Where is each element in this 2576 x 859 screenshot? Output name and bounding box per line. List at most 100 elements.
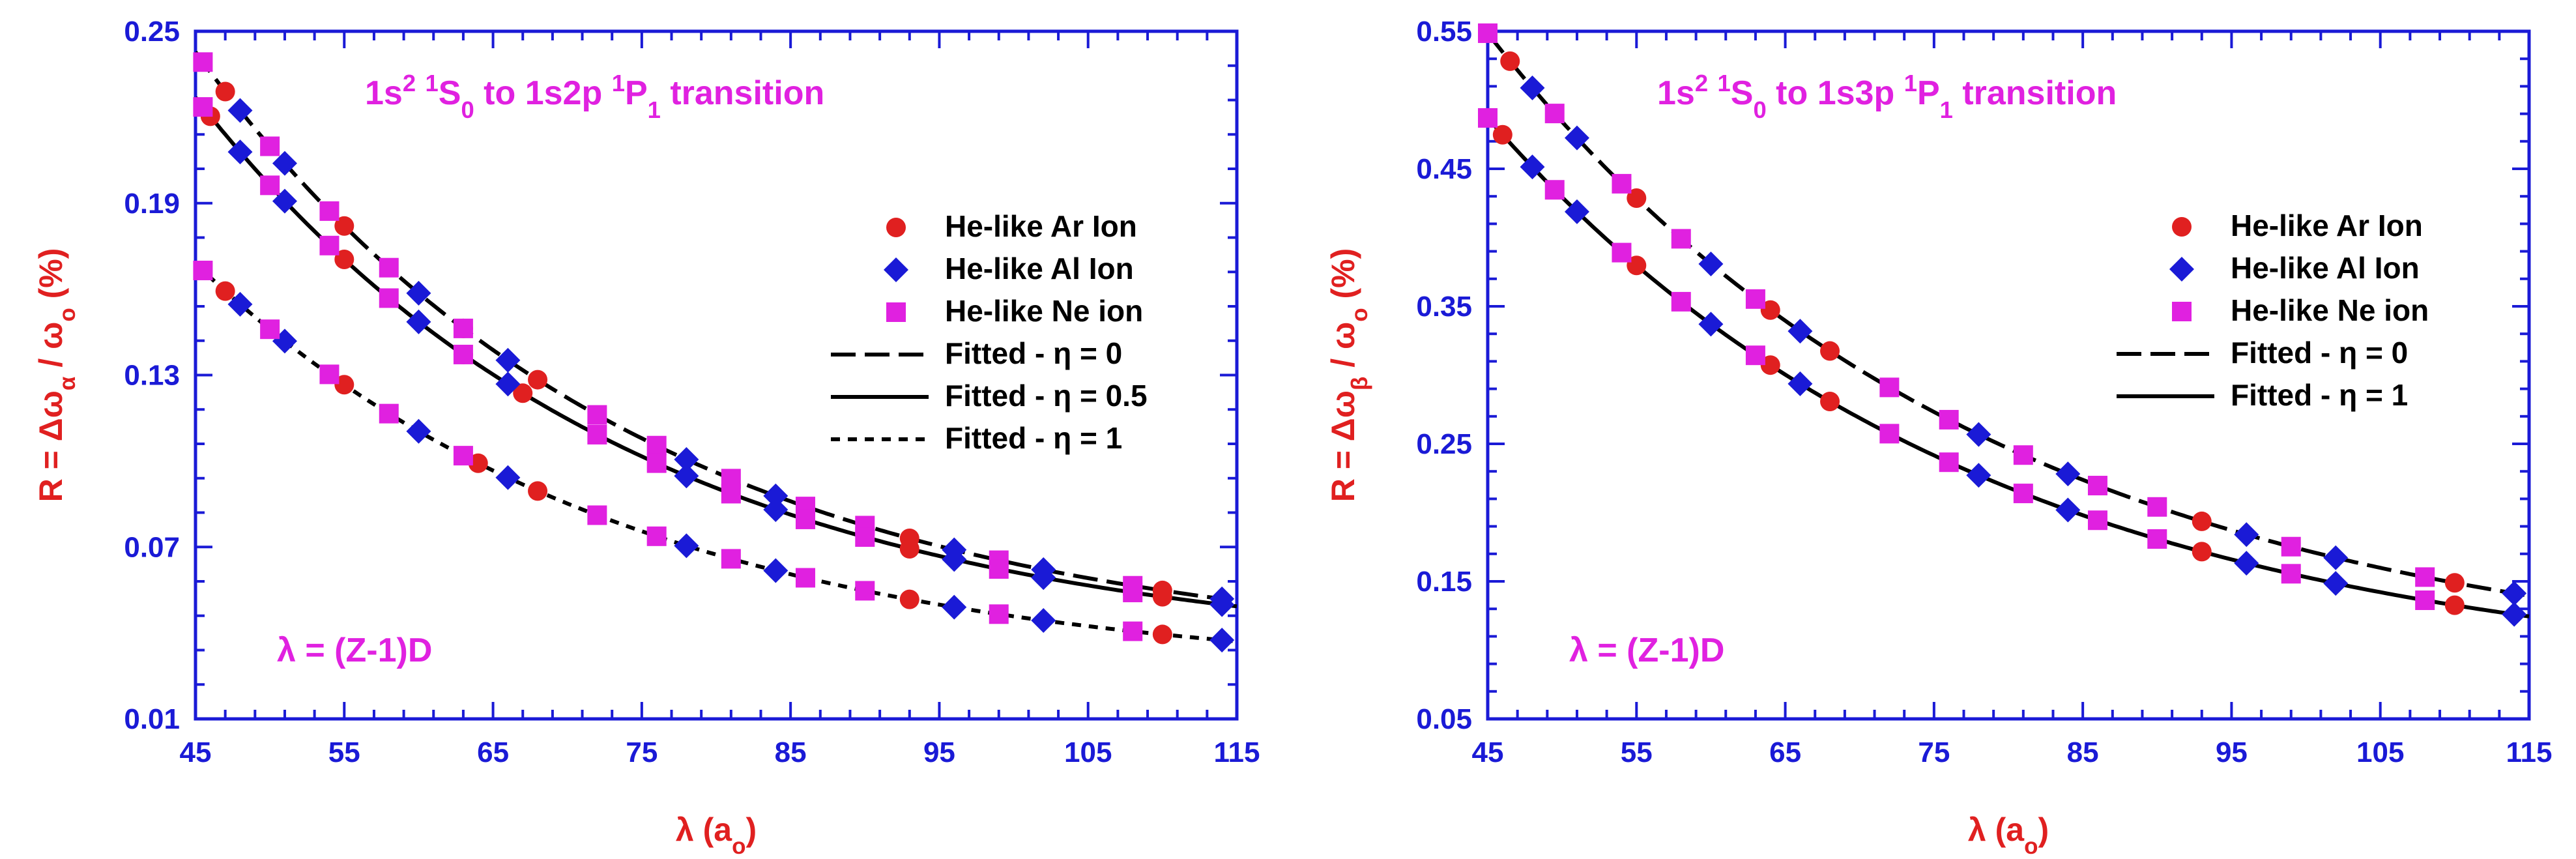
data-point-circle [2444, 573, 2465, 593]
data-point-square [587, 424, 607, 444]
data-point-circle [334, 375, 355, 395]
data-point-circle [215, 81, 235, 102]
data-point-circle [528, 370, 548, 390]
data-points [193, 52, 1235, 653]
fit-curve-2 [194, 96, 1237, 609]
x-tick-label: 115 [1214, 736, 1260, 768]
data-point-square [453, 318, 473, 338]
data-point-diamond [495, 371, 521, 397]
data-point-circle [1627, 188, 1647, 208]
y-tick-label: 0.55 [1416, 16, 1472, 48]
data-point-circle [334, 216, 355, 236]
data-point-square [1123, 583, 1143, 603]
formula-annotation: λ = (Z-1)D [1569, 632, 1724, 669]
data-point-square [989, 604, 1009, 624]
data-point-diamond [1209, 592, 1235, 617]
legend-marker-diamond [884, 257, 908, 282]
y-tick-label: 0.19 [124, 188, 180, 220]
legend-marker-diamond [2169, 257, 2194, 282]
data-point-square [2281, 536, 2301, 557]
data-point-diamond [1031, 565, 1056, 590]
plot-frame [1486, 29, 2531, 721]
data-point-circle [468, 453, 488, 473]
x-tick-label: 115 [2506, 736, 2553, 768]
x-axis-title: λ (ao) [676, 811, 757, 859]
x-tick-label: 45 [1472, 736, 1504, 768]
data-point-circle [1760, 355, 1780, 375]
y-tick-label: 0.05 [1416, 703, 1472, 735]
data-point-square [2013, 484, 2033, 504]
data-point-diamond [2055, 497, 2081, 523]
chart-panel-1: 45 55 65 75 85 95 105 115 0.01 0.07 0.13 0.19 0.25 λ … [33, 16, 1260, 859]
y-tick-label: 0.25 [124, 16, 180, 48]
data-point-diamond [674, 463, 699, 489]
data-point-circle [2192, 542, 2212, 562]
data-point-diamond [2323, 571, 2349, 596]
data-point-square [1939, 452, 1959, 473]
data-point-square [1123, 621, 1143, 641]
x-tick-label: 85 [2067, 736, 2099, 768]
legend-label: He-like Ar Ion [945, 209, 1137, 243]
panel-title: 1s2 1S0 to 1s2p 1P1 transition [365, 70, 824, 123]
data-point-square [855, 527, 875, 547]
data-point-circle [1820, 341, 1840, 361]
data-point-square [2415, 590, 2435, 611]
data-point-diamond [1031, 608, 1056, 633]
data-point-circle [215, 281, 235, 301]
data-point-diamond [227, 98, 253, 123]
data-point-diamond [495, 347, 521, 373]
x-tick-label: 65 [1769, 736, 1801, 768]
legend-label: Fitted - η = 0.5 [945, 379, 1148, 413]
data-point-square [721, 484, 741, 504]
fit-curves [194, 50, 1237, 644]
data-point-diamond [942, 547, 967, 572]
y-tick-label: 0.01 [124, 703, 180, 735]
data-point-square [795, 509, 815, 529]
data-point-square [646, 453, 667, 473]
data-point-diamond [2502, 581, 2527, 606]
data-point-circle [528, 481, 548, 501]
data-point-square [1879, 424, 1900, 444]
data-point-circle [513, 383, 533, 403]
data-point-square [379, 288, 399, 308]
data-point-circle [1760, 300, 1780, 320]
data-point-square [989, 559, 1009, 579]
data-point-circle [1492, 124, 1512, 145]
y-tick-label: 0.07 [124, 531, 180, 563]
data-point-circle [899, 539, 919, 559]
legend-marker-circle [886, 218, 906, 237]
fit-curve-1 [1486, 32, 2530, 598]
data-point-diamond [1698, 312, 1724, 337]
data-point-square [1478, 23, 1498, 43]
y-tick-label: 0.13 [124, 360, 180, 392]
x-tick-label: 65 [477, 736, 509, 768]
data-point-square [795, 568, 815, 588]
data-point-square [193, 97, 213, 117]
data-point-square [646, 526, 667, 546]
x-tick-label: 55 [328, 736, 360, 768]
data-point-diamond [1698, 251, 1724, 276]
data-point-diamond [227, 139, 253, 165]
data-point-diamond [406, 309, 431, 334]
data-point-square [193, 52, 213, 72]
legend: He-like Ar Ion He-like Al Ion He-like Ne i… [831, 209, 1148, 455]
data-point-diamond [1787, 319, 1813, 344]
x-tick-label: 95 [923, 736, 955, 768]
data-point-square [2415, 567, 2435, 587]
plot-frame [194, 29, 1239, 721]
data-point-diamond [1520, 75, 1545, 100]
data-point-square [2013, 445, 2033, 465]
data-point-diamond [1966, 463, 1991, 488]
legend-label: He-like Al Ion [2231, 251, 2420, 285]
data-point-square [1879, 377, 1900, 398]
data-point-square [319, 364, 340, 385]
data-point-square [2087, 476, 2107, 496]
data-point-square [587, 505, 607, 525]
data-point-diamond [674, 447, 699, 473]
data-point-square [319, 201, 340, 221]
data-point-square [721, 549, 741, 569]
chart-panel-2: 45 55 65 75 85 95 105 115 0.05 0.15 0.25 0.35 0.45 0.… [1325, 16, 2552, 859]
y-tick-label: 0.45 [1416, 153, 1472, 185]
data-point-diamond [406, 418, 431, 444]
